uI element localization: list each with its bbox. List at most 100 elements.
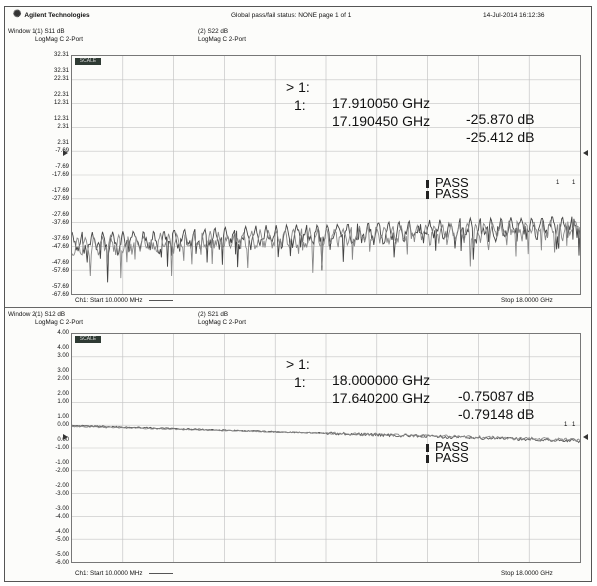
limit-marker-icon bbox=[426, 190, 429, 199]
trace-2-name: (2) S21 dB bbox=[198, 311, 229, 318]
y-tick-label: -27.69 bbox=[51, 196, 69, 202]
y-tick-label: 1.00 bbox=[57, 414, 69, 420]
y-tick-label: -2.00 bbox=[55, 468, 69, 474]
y-tick-label: -5.00 bbox=[55, 552, 69, 558]
marker-2-readout: 1: 17.190450 GHz -25.412 dB bbox=[286, 81, 535, 161]
marker-label: > 1: bbox=[286, 356, 310, 372]
marker-value: -25.412 dB bbox=[466, 129, 535, 145]
y-tick-label: -3.00 bbox=[55, 506, 69, 512]
y-tick-label: -37.69 bbox=[51, 220, 69, 226]
y-tick-label: 4.00 bbox=[57, 345, 69, 351]
reference-right-arrow-icon bbox=[583, 434, 588, 440]
y-tick-label: -3.00 bbox=[55, 491, 69, 497]
timestamp: 14-Jul-2014 16:12:36 bbox=[483, 12, 545, 19]
y-tick-label: 32.31 bbox=[53, 68, 69, 74]
start-frequency: Ch1: Start 10.0000 MHz bbox=[75, 297, 173, 304]
y-tick-label: 4.00 bbox=[57, 330, 69, 336]
marker-frequency: 17.190450 GHz bbox=[332, 113, 431, 129]
reference-right-arrow-icon bbox=[583, 150, 588, 156]
limit-pass-1: PASS bbox=[426, 175, 469, 190]
trace-1-format: LogMag C 2-Port bbox=[35, 319, 83, 326]
trace-s22-line bbox=[72, 219, 580, 279]
trace-1-name: (1) S12 dB bbox=[35, 311, 66, 318]
y-tick-label: -37.69 bbox=[51, 236, 69, 242]
stop-frequency: Stop 18.0000 GHz bbox=[501, 297, 553, 304]
brand-logo: ✺ Agilent Technologies bbox=[13, 10, 90, 20]
brand-name: Agilent Technologies bbox=[24, 11, 90, 19]
plot-area[interactable]: SCALE > 1: 17.910050 GHz -25.870 dB 1: 1… bbox=[71, 55, 581, 295]
trace-legend-line bbox=[148, 572, 173, 574]
marker-2-readout: 1: 17.640200 GHz -0.79148 dB bbox=[286, 358, 534, 438]
y-tick-label: -17.69 bbox=[51, 172, 69, 178]
marker-label: 1: bbox=[294, 374, 306, 390]
y-tick-label: 12.31 bbox=[53, 100, 69, 106]
pass-label: PASS bbox=[435, 186, 469, 201]
marker-1-readout: > 1: 18.000000 GHz -0.75087 dB bbox=[286, 340, 534, 420]
marker-frequency: 17.640200 GHz bbox=[332, 390, 431, 406]
marker-value: -0.75087 dB bbox=[458, 388, 535, 404]
y-tick-label: -47.69 bbox=[51, 260, 69, 266]
pass-label: PASS bbox=[435, 439, 469, 454]
trace-1-name: (1) S11 dB bbox=[35, 28, 65, 35]
start-frequency: Ch1: Start 10.0000 MHz bbox=[75, 570, 173, 577]
y-tick-label: 22.31 bbox=[53, 76, 69, 82]
y-tick-label: 2.00 bbox=[57, 376, 69, 382]
trace-graph bbox=[72, 334, 580, 562]
trace-1-format: LogMag C 2-Port bbox=[35, 36, 83, 43]
scale-badge: SCALE bbox=[75, 336, 101, 343]
scale-badge: SCALE bbox=[75, 58, 101, 65]
limit-pass-2: PASS bbox=[426, 450, 469, 465]
marker-value: -0.79148 dB bbox=[458, 406, 535, 422]
y-tick-label: -4.00 bbox=[55, 529, 69, 535]
y-tick-label: 12.31 bbox=[53, 116, 69, 122]
start-label: Ch1: Start 10.0000 MHz bbox=[75, 570, 143, 577]
y-tick-label: -57.69 bbox=[51, 268, 69, 274]
y-tick-label: -7.69 bbox=[55, 164, 69, 170]
limit-pass-1: PASS bbox=[426, 439, 469, 454]
trace-2-info: (2) S22 dB LogMag C 2-Port bbox=[198, 28, 246, 44]
trace-1-info: (1) S12 dB LogMag C 2-Port bbox=[35, 311, 83, 327]
pass-label: PASS bbox=[435, 450, 469, 465]
y-tick-label: -47.69 bbox=[51, 244, 69, 250]
trace-2-format: LogMag C 2-Port bbox=[198, 319, 246, 326]
y-tick-label: -67.69 bbox=[51, 292, 69, 298]
trace-2-info: (2) S21 dB LogMag C 2-Port bbox=[198, 311, 246, 327]
window-2[interactable]: Window 2 (1) S12 dB LogMag C 2-Port (2) … bbox=[5, 307, 591, 582]
reference-left-arrow-icon bbox=[63, 150, 68, 156]
marker-peak-label: 1 bbox=[572, 180, 576, 186]
y-tick-label: 3.00 bbox=[57, 353, 69, 359]
limit-pass-2: PASS bbox=[426, 186, 469, 201]
limit-marker-icon bbox=[426, 443, 429, 452]
marker-1-readout: > 1: 17.910050 GHz -25.870 dB bbox=[286, 63, 535, 143]
y-tick-label: -2.00 bbox=[55, 483, 69, 489]
window-title: Window 2 bbox=[8, 311, 36, 318]
trace-2-format: LogMag C 2-Port bbox=[198, 36, 246, 43]
start-label: Ch1: Start 10.0000 MHz bbox=[75, 297, 143, 304]
y-tick-label: 2.00 bbox=[57, 391, 69, 397]
y-tick-label: 0.00 bbox=[57, 422, 69, 428]
pass-label: PASS bbox=[435, 175, 469, 190]
y-tick-label: 2.31 bbox=[57, 140, 69, 146]
y-tick-label: 22.31 bbox=[53, 92, 69, 98]
reference-left-arrow-icon bbox=[63, 434, 68, 440]
marker-peak-label: 1 bbox=[564, 422, 568, 428]
marker-value: -25.870 dB bbox=[466, 111, 535, 127]
marker-peak-label: 1 bbox=[556, 180, 560, 186]
status-bar: ✺ Agilent Technologies Global pass/fail … bbox=[5, 7, 591, 25]
y-tick-label: 3.00 bbox=[57, 368, 69, 374]
trace-s21-line bbox=[72, 425, 580, 443]
marker-label: 1: bbox=[294, 97, 306, 113]
plot-area[interactable]: SCALE > 1: 18.000000 GHz -0.75087 dB 1: … bbox=[71, 333, 581, 563]
y-tick-label: 2.31 bbox=[57, 124, 69, 130]
y-tick-label: 1.00 bbox=[57, 399, 69, 405]
y-tick-label: -5.00 bbox=[55, 537, 69, 543]
analyzer-screen: ✺ Agilent Technologies Global pass/fail … bbox=[4, 6, 592, 582]
trace-graph bbox=[72, 56, 580, 294]
y-tick-label: -4.00 bbox=[55, 514, 69, 520]
window-1[interactable]: Window 1 (1) S11 dB LogMag C 2-Port (2) … bbox=[5, 25, 591, 305]
y-tick-label: -7.69 bbox=[55, 148, 69, 154]
global-status: Global pass/fail status: NONE page 1 of … bbox=[231, 12, 352, 19]
limit-marker-icon bbox=[426, 179, 429, 188]
trace-1-info: (1) S11 dB LogMag C 2-Port bbox=[35, 28, 83, 44]
y-tick-label: -1.00 bbox=[55, 460, 69, 466]
